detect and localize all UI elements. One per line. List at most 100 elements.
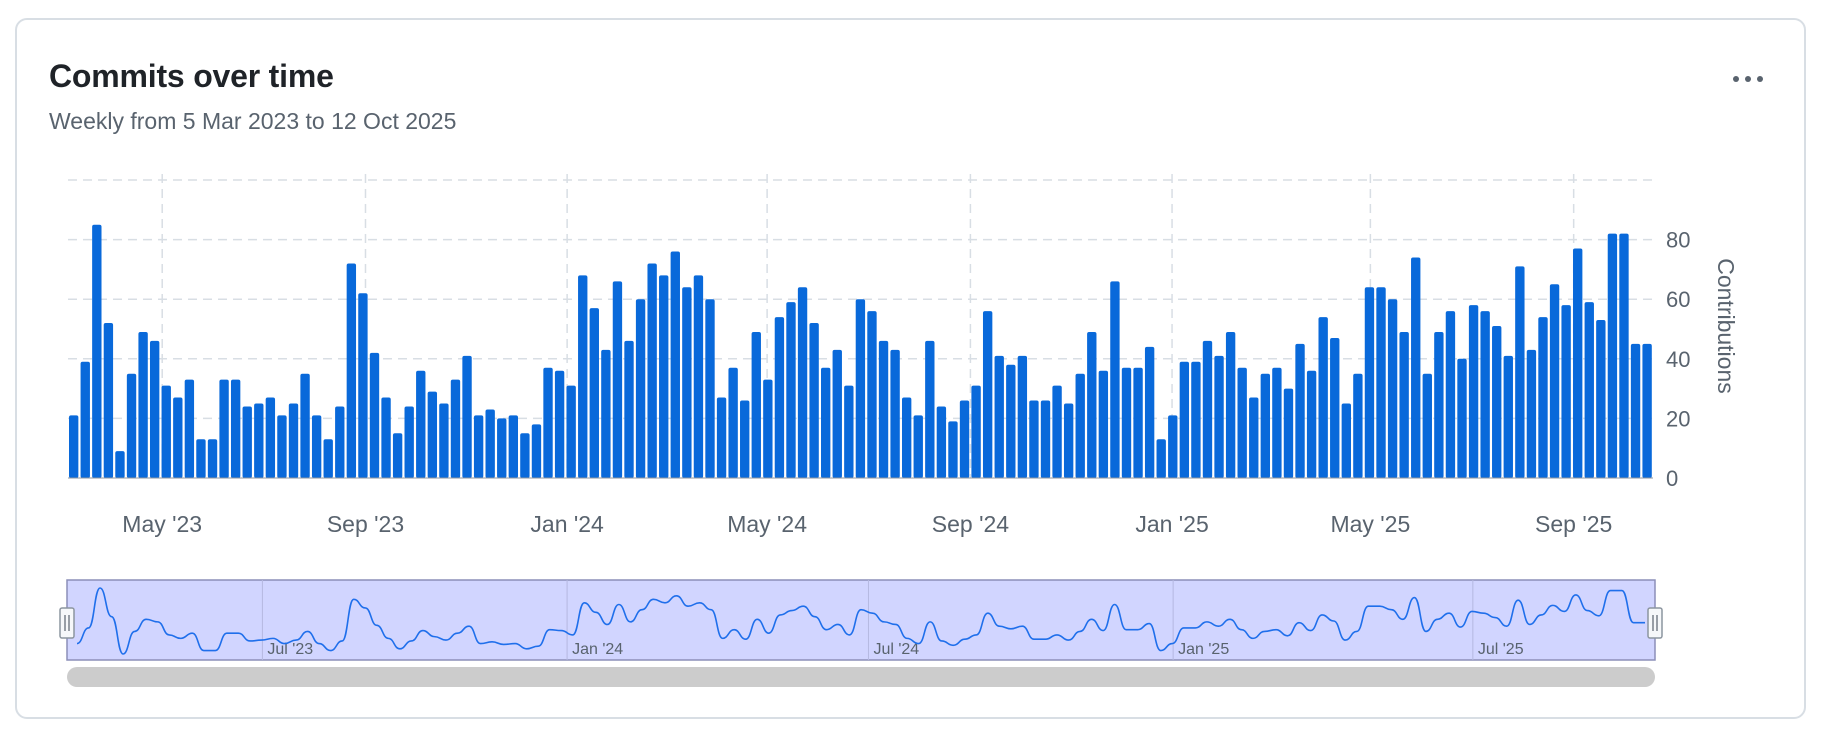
bar[interactable] [1526, 349, 1537, 478]
navigator-handle-right[interactable] [1647, 607, 1663, 639]
bar[interactable] [1179, 361, 1190, 478]
bar[interactable] [1260, 373, 1271, 478]
bar[interactable] [612, 281, 623, 478]
bar[interactable] [1330, 337, 1340, 478]
bar[interactable] [890, 349, 900, 478]
bar[interactable] [335, 406, 345, 478]
bar[interactable] [1098, 370, 1109, 478]
bar[interactable] [520, 433, 530, 478]
bar[interactable] [1411, 257, 1421, 478]
bar[interactable] [1387, 299, 1398, 478]
bar[interactable] [381, 397, 391, 478]
bar[interactable] [994, 355, 1004, 478]
bar[interactable] [1040, 400, 1051, 478]
bar[interactable] [1133, 367, 1143, 478]
scrollbar[interactable] [67, 667, 1655, 687]
bar[interactable] [624, 340, 634, 478]
bar[interactable] [682, 287, 692, 478]
bar[interactable] [1202, 340, 1213, 478]
bar[interactable] [1017, 355, 1028, 478]
bar[interactable] [1376, 287, 1386, 478]
bar[interactable] [265, 397, 276, 478]
bar[interactable] [821, 367, 831, 478]
bar[interactable] [774, 317, 785, 478]
bar[interactable] [1596, 320, 1606, 478]
bar[interactable] [1341, 403, 1351, 479]
bar[interactable] [1422, 373, 1432, 478]
bar[interactable] [115, 451, 125, 478]
bar[interactable] [1121, 367, 1132, 478]
bar[interactable] [566, 385, 576, 478]
bar[interactable] [1630, 343, 1641, 478]
bar[interactable] [1445, 311, 1456, 478]
bar[interactable] [913, 415, 923, 478]
bar[interactable] [878, 340, 889, 478]
bar[interactable] [404, 406, 414, 478]
bar[interactable] [1468, 305, 1479, 478]
bar[interactable] [589, 308, 599, 478]
bar[interactable] [300, 373, 310, 478]
bar[interactable] [230, 379, 241, 478]
bar[interactable] [80, 361, 90, 478]
bar[interactable] [1549, 284, 1560, 478]
bar[interactable] [635, 299, 646, 478]
bar[interactable] [1249, 397, 1259, 478]
bar[interactable] [832, 349, 842, 478]
bar[interactable] [1642, 343, 1652, 478]
bar[interactable] [497, 418, 507, 478]
bar[interactable] [1561, 305, 1571, 478]
bar[interactable] [1006, 364, 1016, 478]
bar[interactable] [1584, 302, 1594, 478]
bar[interactable] [601, 349, 611, 478]
bar[interactable] [161, 385, 171, 478]
bar-series[interactable] [68, 224, 1653, 479]
bar[interactable] [1306, 370, 1317, 478]
bar[interactable] [728, 367, 738, 478]
bar[interactable] [196, 439, 206, 478]
bar[interactable] [716, 397, 727, 478]
bar[interactable] [508, 415, 519, 478]
bar[interactable] [1480, 311, 1490, 478]
bar[interactable] [1110, 281, 1120, 478]
bar[interactable] [1225, 331, 1236, 478]
bar[interactable] [311, 415, 322, 478]
bar[interactable] [1364, 287, 1375, 478]
bar[interactable] [670, 251, 680, 478]
navigator-handle-left[interactable] [59, 607, 75, 639]
bar[interactable] [982, 311, 993, 478]
bar[interactable] [288, 403, 299, 479]
bar[interactable] [797, 287, 808, 478]
bar[interactable] [1538, 317, 1548, 478]
bar[interactable] [427, 391, 438, 478]
bar[interactable] [1318, 317, 1328, 478]
bar[interactable] [1075, 373, 1085, 478]
bar[interactable] [473, 415, 484, 478]
bar[interactable] [751, 331, 761, 478]
bar[interactable] [809, 323, 819, 478]
bar[interactable] [1237, 367, 1247, 478]
bar[interactable] [1087, 331, 1097, 478]
bar[interactable] [971, 385, 981, 478]
bar[interactable] [543, 367, 553, 478]
bar[interactable] [554, 370, 565, 478]
bar[interactable] [647, 263, 657, 478]
bar[interactable] [346, 263, 357, 478]
bar[interactable] [786, 302, 796, 478]
bar[interactable] [1063, 403, 1074, 479]
bar[interactable] [1457, 358, 1467, 478]
bar[interactable] [1156, 439, 1166, 478]
bar[interactable] [1144, 346, 1155, 478]
bar[interactable] [901, 397, 912, 478]
bar[interactable] [1399, 331, 1409, 478]
bar[interactable] [369, 352, 380, 478]
range-navigator[interactable]: Jul '23 Jan '24 Jul '24 Jan '25 Jul '25 [59, 579, 1663, 661]
bar[interactable] [92, 224, 102, 478]
bar[interactable] [925, 340, 935, 478]
bar[interactable] [1168, 415, 1178, 478]
bar[interactable] [138, 331, 148, 478]
bar[interactable] [1191, 361, 1201, 478]
bar[interactable] [959, 400, 970, 478]
bar[interactable] [277, 415, 287, 478]
bar[interactable] [531, 424, 542, 478]
bar[interactable] [1573, 248, 1583, 478]
